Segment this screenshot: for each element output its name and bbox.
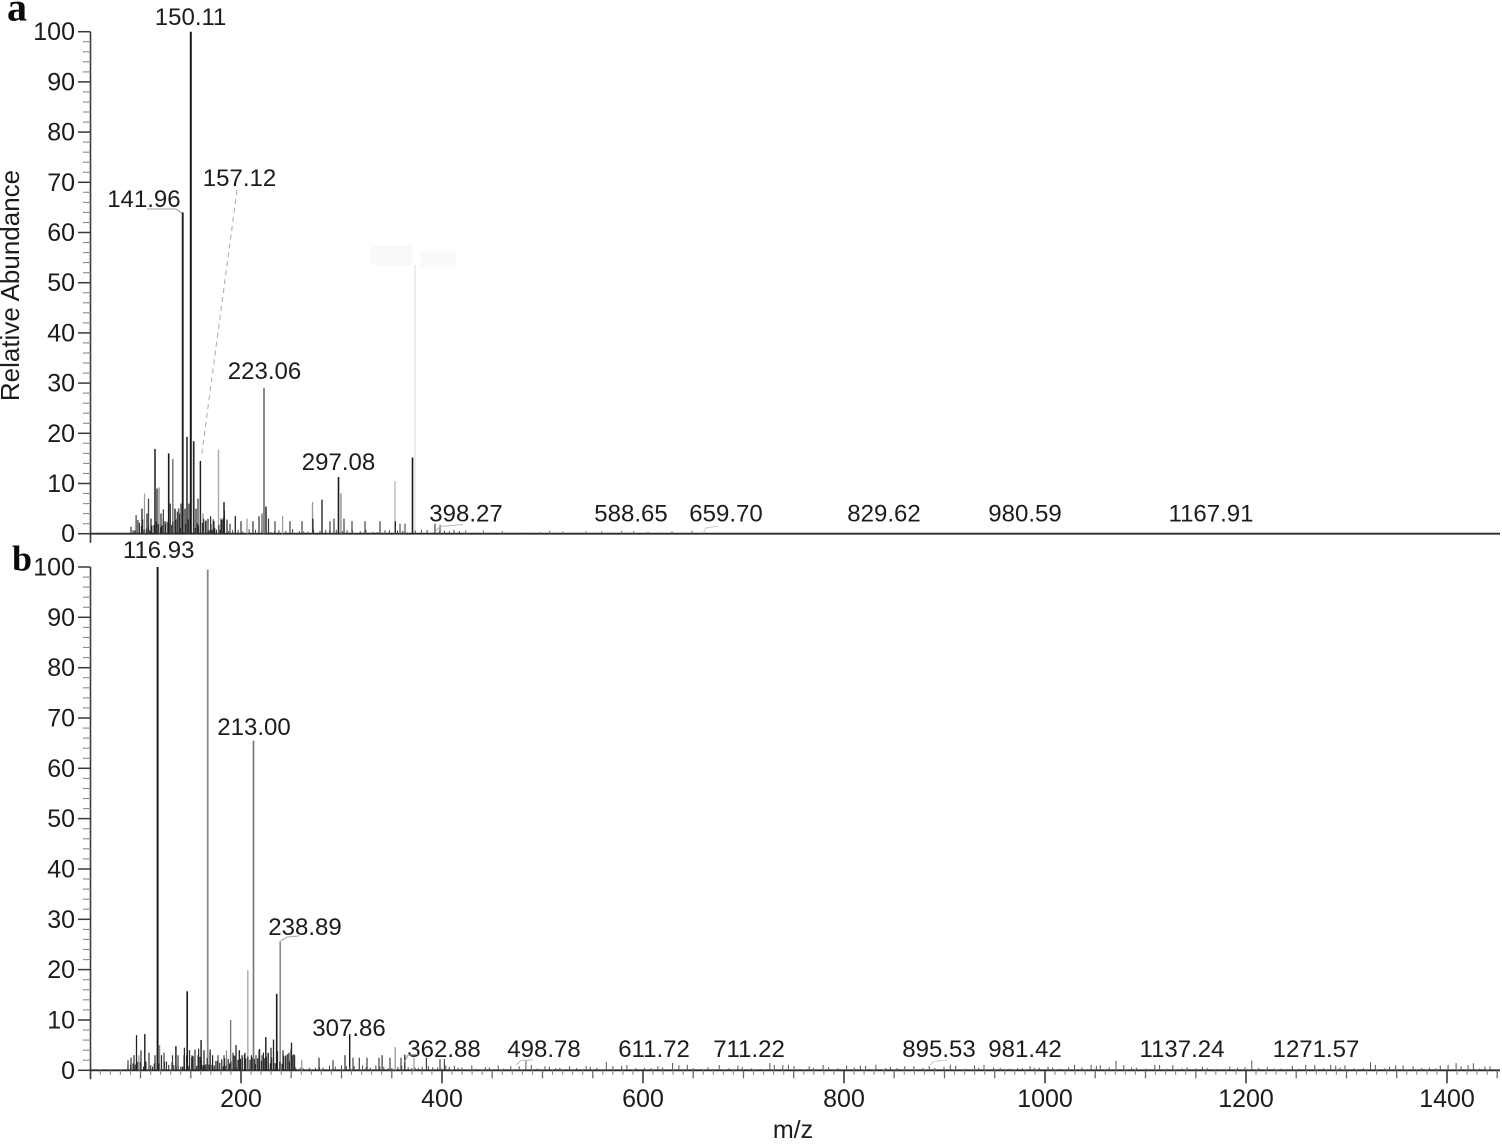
svg-text:100: 100 xyxy=(33,18,75,46)
svg-text:a: a xyxy=(7,0,27,30)
svg-text:40: 40 xyxy=(47,319,75,347)
svg-text:60: 60 xyxy=(47,755,75,783)
svg-text:238.89: 238.89 xyxy=(268,914,341,941)
svg-text:20: 20 xyxy=(47,956,75,984)
svg-text:20: 20 xyxy=(47,420,75,448)
svg-text:588.65: 588.65 xyxy=(594,501,667,528)
svg-text:659.70: 659.70 xyxy=(689,501,762,528)
svg-text:50: 50 xyxy=(47,805,75,833)
svg-text:711.22: 711.22 xyxy=(713,1036,785,1063)
svg-text:800: 800 xyxy=(823,1085,865,1113)
svg-text:498.78: 498.78 xyxy=(507,1036,580,1063)
svg-text:30: 30 xyxy=(47,370,75,398)
svg-text:1137.24: 1137.24 xyxy=(1140,1036,1225,1063)
svg-text:90: 90 xyxy=(47,604,75,632)
svg-text:0: 0 xyxy=(61,520,75,548)
svg-text:150.11: 150.11 xyxy=(155,4,227,31)
svg-text:m/z: m/z xyxy=(773,1116,813,1144)
svg-text:b: b xyxy=(12,539,32,579)
svg-text:50: 50 xyxy=(47,269,75,297)
svg-text:Relative Abundance: Relative Abundance xyxy=(0,170,25,401)
svg-text:157.12: 157.12 xyxy=(203,165,276,192)
svg-text:398.27: 398.27 xyxy=(429,501,502,528)
svg-text:0: 0 xyxy=(61,1057,75,1085)
svg-text:80: 80 xyxy=(47,654,75,682)
svg-text:213.00: 213.00 xyxy=(217,714,290,741)
svg-text:70: 70 xyxy=(47,705,75,733)
svg-text:200: 200 xyxy=(220,1085,262,1113)
svg-text:10: 10 xyxy=(47,1007,75,1035)
svg-text:980.59: 980.59 xyxy=(988,501,1061,528)
svg-text:223.06: 223.06 xyxy=(228,358,301,385)
svg-text:1400: 1400 xyxy=(1419,1085,1475,1113)
svg-text:116.93: 116.93 xyxy=(123,537,195,564)
svg-text:981.42: 981.42 xyxy=(988,1036,1061,1063)
svg-text:611.72: 611.72 xyxy=(618,1036,690,1063)
svg-text:600: 600 xyxy=(622,1085,664,1113)
svg-text:829.62: 829.62 xyxy=(847,501,920,528)
svg-text:895.53: 895.53 xyxy=(902,1036,975,1063)
svg-text:297.08: 297.08 xyxy=(302,449,375,476)
svg-text:30: 30 xyxy=(47,906,75,934)
svg-text:1167.91: 1167.91 xyxy=(1169,501,1254,528)
svg-text:100: 100 xyxy=(33,554,75,582)
svg-text:80: 80 xyxy=(47,119,75,147)
svg-text:40: 40 xyxy=(47,856,75,884)
svg-text:1000: 1000 xyxy=(1017,1085,1073,1113)
svg-text:400: 400 xyxy=(421,1085,463,1113)
svg-text:1271.57: 1271.57 xyxy=(1273,1036,1360,1063)
svg-text:10: 10 xyxy=(47,470,75,498)
svg-text:307.86: 307.86 xyxy=(312,1015,385,1042)
svg-text:1200: 1200 xyxy=(1218,1085,1274,1113)
svg-text:70: 70 xyxy=(47,169,75,197)
svg-text:90: 90 xyxy=(47,68,75,96)
svg-text:60: 60 xyxy=(47,219,75,247)
svg-text:362.88: 362.88 xyxy=(407,1036,480,1063)
